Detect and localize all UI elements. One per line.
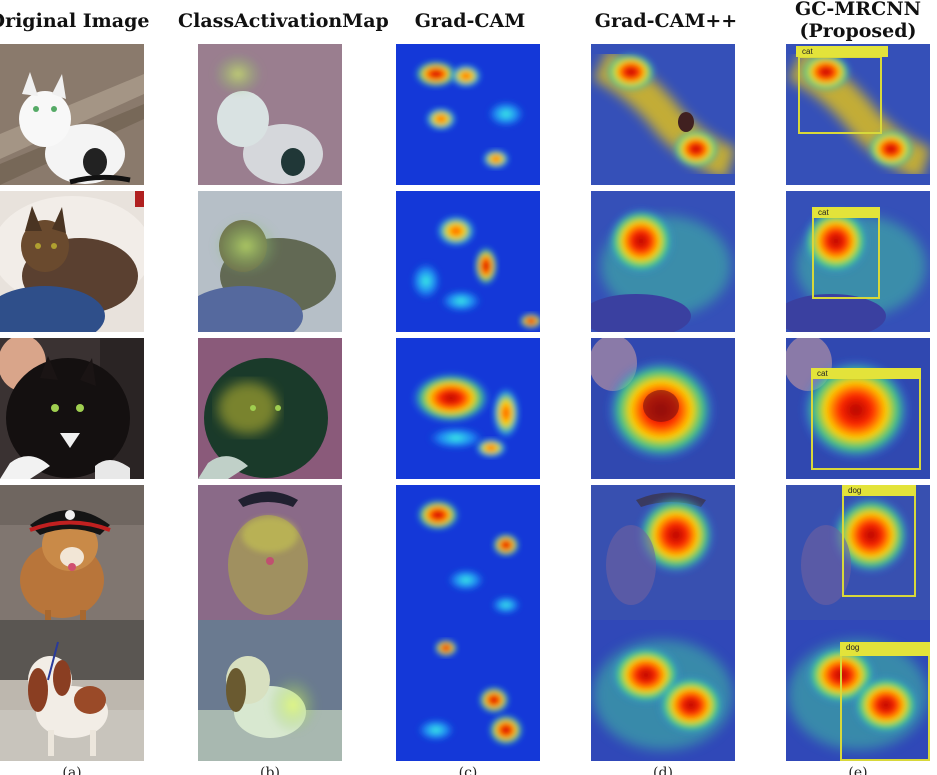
gcmrcnn-result-cat-tortoiseshell: cat: [786, 191, 930, 332]
column-header-cam: ClassActivationMap: [178, 10, 389, 32]
gradcam-heatmap-cat-black: [396, 338, 540, 479]
gcmrcnn-result-dog-pirate: dog: [786, 485, 930, 626]
gradcampp-heatmap-cat-white: [591, 44, 735, 185]
cam-overlay-cat-white: [198, 44, 342, 185]
detection-label: cat: [811, 368, 921, 379]
detection-label: dog: [842, 485, 916, 496]
detection-box: [798, 56, 882, 134]
original-image-cat-tortoiseshell: [0, 191, 144, 332]
detection-label: cat: [796, 46, 888, 57]
subfigure-label-d: (d): [653, 765, 673, 775]
subfigure-label-e: (e): [848, 765, 868, 775]
detection-box: [842, 493, 916, 597]
gradcampp-heatmap-dog-pirate: [591, 485, 735, 626]
gradcampp-heatmap-cat-black: [591, 338, 735, 479]
detection-label: dog: [840, 642, 930, 656]
cam-overlay-cat-black: [198, 338, 342, 479]
detection-box: [840, 648, 930, 761]
subfigure-label-b: (b): [260, 765, 280, 775]
original-image-dog-spaniel: [0, 620, 144, 761]
detection-label: cat: [812, 207, 880, 218]
column-header-original: Original Image: [0, 10, 150, 32]
gcmrcnn-result-cat-white: cat: [786, 44, 930, 185]
gradcampp-heatmap-cat-tortoiseshell: [591, 191, 735, 332]
cam-overlay-dog-pirate: [198, 485, 342, 626]
subfigure-label-a: (a): [62, 765, 82, 775]
gradcam-heatmap-cat-tortoiseshell: [396, 191, 540, 332]
gradcam-heatmap-cat-white: [396, 44, 540, 185]
original-image-cat-black: [0, 338, 144, 479]
gcmrcnn-result-dog-spaniel: dog: [786, 620, 930, 761]
column-header-gcmrcnn: GC-MRCNN (Proposed): [795, 0, 921, 42]
cam-overlay-cat-tortoiseshell: [198, 191, 342, 332]
gradcam-heatmap-dog-pirate: [396, 485, 540, 626]
original-image-dog-pirate: [0, 485, 144, 626]
subfigure-label-c: (c): [458, 765, 478, 775]
detection-box: [812, 213, 880, 299]
detection-box: [811, 374, 921, 470]
cam-overlay-dog-spaniel: [198, 620, 342, 761]
original-image-cat-white: [0, 44, 144, 185]
column-header-gradcampp: Grad-CAM++: [594, 10, 738, 32]
gradcam-heatmap-dog-spaniel: [396, 620, 540, 761]
gradcampp-heatmap-dog-spaniel: [591, 620, 735, 761]
column-header-gradcam: Grad-CAM: [414, 10, 526, 32]
gcmrcnn-result-cat-black: cat: [786, 338, 930, 479]
